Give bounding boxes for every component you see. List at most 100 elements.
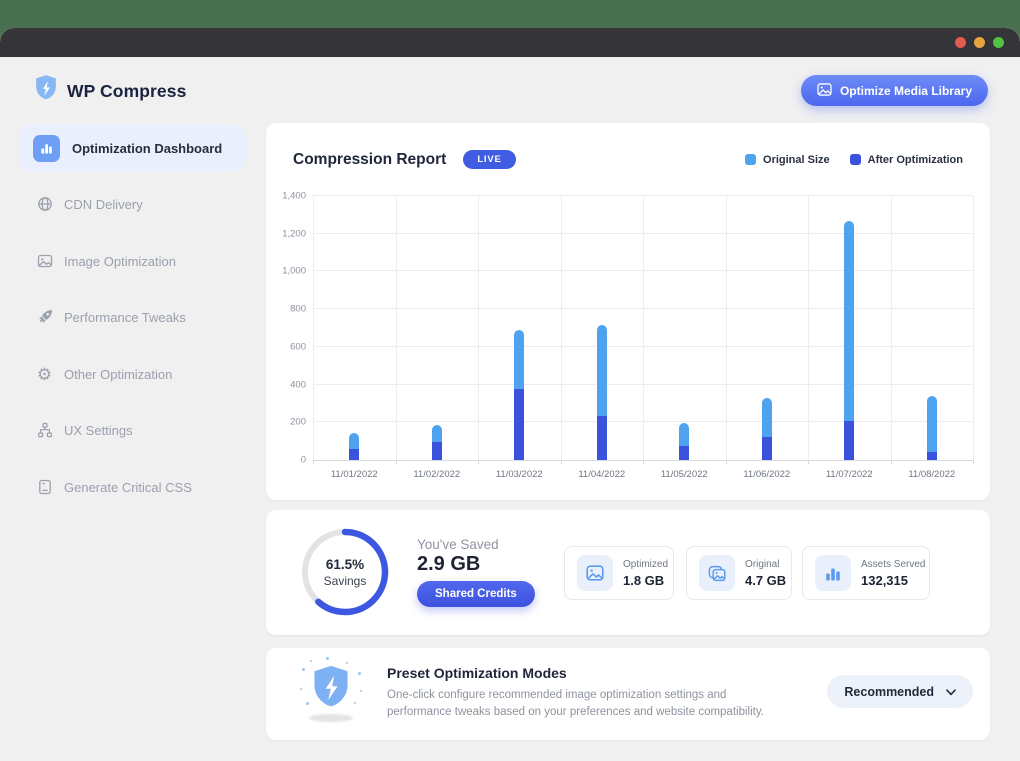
legend-item-after-optimization: After Optimization — [849, 153, 963, 166]
window-titlebar — [0, 28, 1020, 57]
x-axis-tick-label: 11/06/2022 — [743, 469, 791, 480]
x-axis-tick-label: 11/08/2022 — [908, 469, 956, 480]
journal-icon — [36, 479, 53, 496]
sidebar-item-label: UX Settings — [64, 422, 133, 438]
chart-bar-after-optimization — [926, 452, 937, 460]
nodes-icon — [36, 422, 53, 439]
chart-legend: Original Size After Optimization — [745, 154, 963, 166]
preset-modes-description: One-click configure recommended image op… — [387, 689, 764, 719]
h-gridline — [313, 195, 973, 196]
v-gridline — [808, 196, 809, 460]
x-axis-tick — [395, 460, 397, 464]
y-axis-tick-label: 1,400 — [282, 190, 306, 202]
savings-percent-sublabel: Savings — [323, 573, 367, 588]
gear-icon: ⚙ — [36, 364, 53, 384]
x-axis-tick — [725, 460, 727, 464]
x-axis-tick-label: 11/07/2022 — [825, 469, 873, 480]
sidebar-item-image-optimization[interactable]: Image Optimization — [20, 249, 245, 273]
sidebar-item-label: Optimization Dashboard — [72, 140, 223, 156]
shield-bolt-preset-icon — [298, 656, 364, 728]
compression-report-card: Compression Report LIVE Original Size Af… — [266, 123, 990, 500]
minimize-window-button[interactable] — [974, 37, 985, 48]
optimize-button-label: Optimize Media Library — [839, 83, 972, 98]
sidebar-item-label: Performance Tweaks — [64, 309, 186, 325]
chart-bar-after-optimization — [761, 437, 772, 460]
optimize-media-library-button[interactable]: Optimize Media Library — [800, 75, 988, 106]
sidebar-item-generate-critical-css[interactable]: Generate Critical CSS — [20, 475, 245, 499]
image-icon — [577, 555, 613, 591]
chart-bar-original-size — [349, 432, 360, 460]
savings-donut-center: 61.5% Savings — [299, 526, 391, 618]
saved-value: 2.9 GB — [417, 553, 481, 575]
app-title: WP Compress — [67, 81, 187, 101]
x-axis-tick — [973, 460, 974, 464]
live-status-badge: LIVE — [463, 150, 516, 169]
y-axis-tick-label: 1,200 — [282, 228, 306, 240]
chart-bar-original-size — [761, 397, 772, 460]
chart-bar-original-size — [926, 395, 937, 460]
y-axis-tick-label: 200 — [290, 416, 306, 428]
app-logo: WP Compress — [33, 74, 186, 109]
chart-bar-after-optimization — [844, 421, 855, 460]
sidebar-item-optimization-dashboard[interactable]: Optimization Dashboard — [20, 125, 245, 171]
close-window-button[interactable] — [955, 37, 966, 48]
v-gridline — [313, 196, 314, 460]
y-axis-tick-label: 0 — [300, 454, 306, 466]
savings-donut: 61.5% Savings — [299, 526, 391, 618]
legend-chip-original — [745, 154, 757, 165]
shared-credits-button[interactable]: Shared Credits — [417, 581, 535, 607]
zoom-window-button[interactable] — [993, 37, 1004, 48]
app-window: WP Compress Optimize Media Library Optim… — [0, 28, 1020, 761]
x-axis-tick-label: 11/05/2022 — [660, 469, 708, 480]
stat-label: Optimized — [623, 558, 669, 570]
x-axis-tick — [478, 460, 479, 464]
x-axis-tick — [890, 460, 892, 464]
v-gridline — [560, 196, 562, 460]
chevron-down-icon — [946, 685, 956, 699]
x-axis-tick — [560, 460, 562, 464]
x-axis-tick — [313, 460, 314, 464]
legend-label: Original Size — [763, 153, 830, 166]
savings-percent: 61.5% — [325, 556, 365, 572]
sidebar-item-other-optimization[interactable]: ⚙ Other Optimization — [20, 362, 245, 386]
v-gridline — [973, 196, 974, 460]
v-gridline — [478, 196, 479, 460]
chart-bar-original-size — [679, 423, 690, 460]
preset-modes-card: Preset Optimization Modes One-click conf… — [266, 648, 990, 740]
bar-chart-icon — [33, 134, 60, 162]
y-axis-tick-label: 800 — [290, 303, 306, 315]
sidebar-item-label: Image Optimization — [64, 253, 176, 269]
chart-bar-original-size — [844, 221, 855, 460]
x-axis-tick-label: 11/01/2022 — [330, 469, 378, 480]
sidebar-item-label: CDN Delivery — [64, 196, 143, 212]
preset-mode-selected-value: Recommended — [844, 684, 934, 699]
v-gridline — [890, 196, 892, 460]
chart-bar-after-optimization — [596, 415, 607, 460]
chart-bar-after-optimization — [349, 448, 360, 460]
image-icon — [36, 253, 53, 270]
traffic-lights — [955, 37, 1004, 48]
legend-item-original-size: Original Size — [745, 154, 830, 166]
sidebar-item-cdn-delivery[interactable]: CDN Delivery — [20, 192, 245, 216]
media-image-icon — [817, 82, 832, 99]
compression-report-title: Compression Report — [293, 150, 447, 168]
v-gridline — [725, 196, 727, 460]
images-stack-icon — [699, 555, 735, 591]
bar-chart-icon — [815, 555, 851, 591]
stat-value: 1.8 GB — [623, 572, 665, 588]
sidebar-item-ux-settings[interactable]: UX Settings — [20, 418, 245, 442]
sidebar-item-label: Other Optimization — [64, 366, 173, 382]
sidebar-item-performance-tweaks[interactable]: Performance Tweaks — [20, 305, 245, 329]
rocket-icon — [36, 309, 53, 326]
chart-bar-after-optimization — [514, 389, 525, 460]
shield-bolt-logo-icon — [33, 74, 59, 109]
stat-optimized: Optimized 1.8 GB — [564, 546, 674, 600]
preset-modes-title: Preset Optimization Modes — [387, 665, 567, 681]
stat-label: Assets Served — [861, 558, 926, 570]
x-axis-tick-label: 11/02/2022 — [413, 469, 461, 480]
savings-summary-card: 61.5% Savings You've Saved 2.9 GB Shared… — [266, 510, 990, 635]
stat-label: Original — [745, 558, 780, 570]
legend-label: After Optimization — [867, 153, 963, 166]
y-axis-tick-label: 400 — [290, 379, 306, 391]
preset-mode-dropdown[interactable]: Recommended — [827, 675, 973, 708]
